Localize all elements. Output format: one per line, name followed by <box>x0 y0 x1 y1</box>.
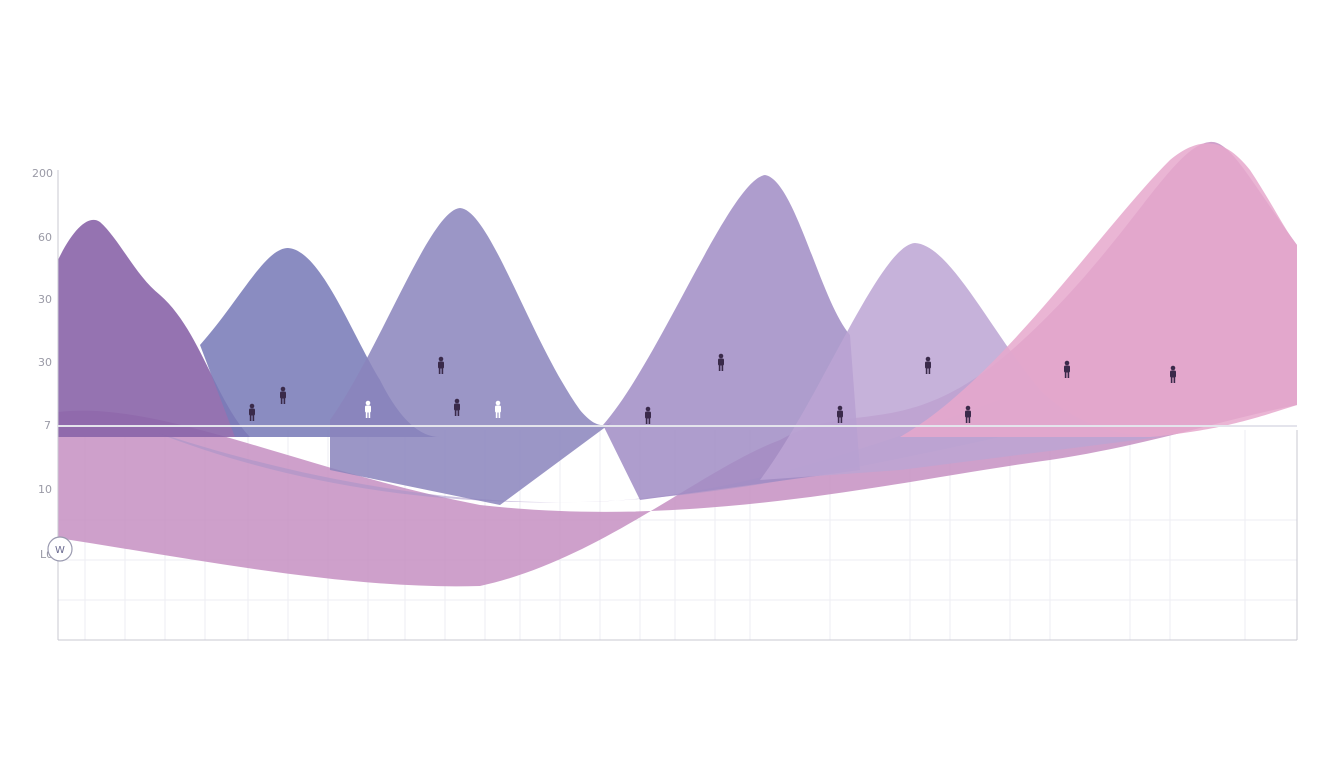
person-icon <box>645 406 651 424</box>
person-icon <box>925 356 931 374</box>
person-icon <box>965 405 971 423</box>
person-part <box>280 386 286 392</box>
person-part <box>1064 365 1070 373</box>
person-part <box>498 412 501 418</box>
areas <box>58 141 1297 587</box>
person-part <box>252 415 255 421</box>
person-part <box>925 361 931 369</box>
person-part <box>648 418 651 424</box>
person-part <box>438 368 441 374</box>
peak-3 <box>330 208 615 505</box>
person-part <box>454 398 460 404</box>
person-icon <box>280 386 286 404</box>
y-label: 200 <box>32 167 53 180</box>
person-part <box>495 412 498 418</box>
person-part <box>441 368 444 374</box>
y-label: 60 <box>38 231 52 244</box>
person-part <box>1170 365 1176 371</box>
peak-4 <box>603 175 860 500</box>
people <box>249 353 1176 424</box>
y-label: 30 <box>38 293 52 306</box>
person-part <box>645 406 651 412</box>
axes <box>57 170 1298 641</box>
badge-text: W <box>55 545 65 556</box>
person-part <box>457 410 460 416</box>
person-part <box>718 365 721 371</box>
y-labels: 200 60 30 30 7 10 L0 <box>32 167 53 561</box>
person-part <box>965 405 971 411</box>
person-icon <box>837 405 843 423</box>
person-part <box>925 356 931 362</box>
person-icon <box>1064 360 1070 378</box>
person-part <box>365 405 371 413</box>
person-part <box>645 418 648 424</box>
person-part <box>968 417 971 423</box>
person-part <box>249 408 255 416</box>
person-part <box>837 417 840 423</box>
peak-1 <box>58 219 250 437</box>
person-icon <box>365 400 371 418</box>
person-part <box>1170 370 1176 378</box>
person-icon <box>1170 365 1176 383</box>
person-part <box>1064 372 1067 378</box>
person-part <box>368 412 371 418</box>
person-part <box>365 400 371 406</box>
person-icon <box>438 356 444 374</box>
person-part <box>718 353 724 359</box>
person-part <box>837 405 843 411</box>
y-label: 30 <box>38 356 52 369</box>
person-part <box>1067 372 1070 378</box>
person-part <box>721 365 724 371</box>
person-icon <box>718 353 724 371</box>
person-part <box>645 411 651 419</box>
person-part <box>365 412 368 418</box>
person-part <box>438 356 444 362</box>
person-icon <box>249 403 255 421</box>
y-label: 10 <box>38 483 52 496</box>
person-part <box>454 410 457 416</box>
person-part <box>280 391 286 399</box>
person-part <box>718 358 724 366</box>
person-icon <box>454 398 460 416</box>
y-label: 7 <box>44 419 51 432</box>
person-part <box>925 368 928 374</box>
person-part <box>280 398 283 404</box>
person-part <box>249 415 252 421</box>
person-part <box>965 417 968 423</box>
person-part <box>928 368 931 374</box>
person-part <box>1173 377 1176 383</box>
person-part <box>249 403 255 409</box>
person-part <box>454 403 460 411</box>
person-part <box>495 405 501 413</box>
person-part <box>438 361 444 369</box>
person-part <box>837 410 843 418</box>
person-icon <box>495 400 501 418</box>
peak-6 <box>900 143 1297 437</box>
person-part <box>965 410 971 418</box>
badge: W <box>47 536 73 562</box>
person-part <box>283 398 286 404</box>
person-part <box>495 400 501 406</box>
person-part <box>1170 377 1173 383</box>
person-part <box>840 417 843 423</box>
person-part <box>1064 360 1070 366</box>
